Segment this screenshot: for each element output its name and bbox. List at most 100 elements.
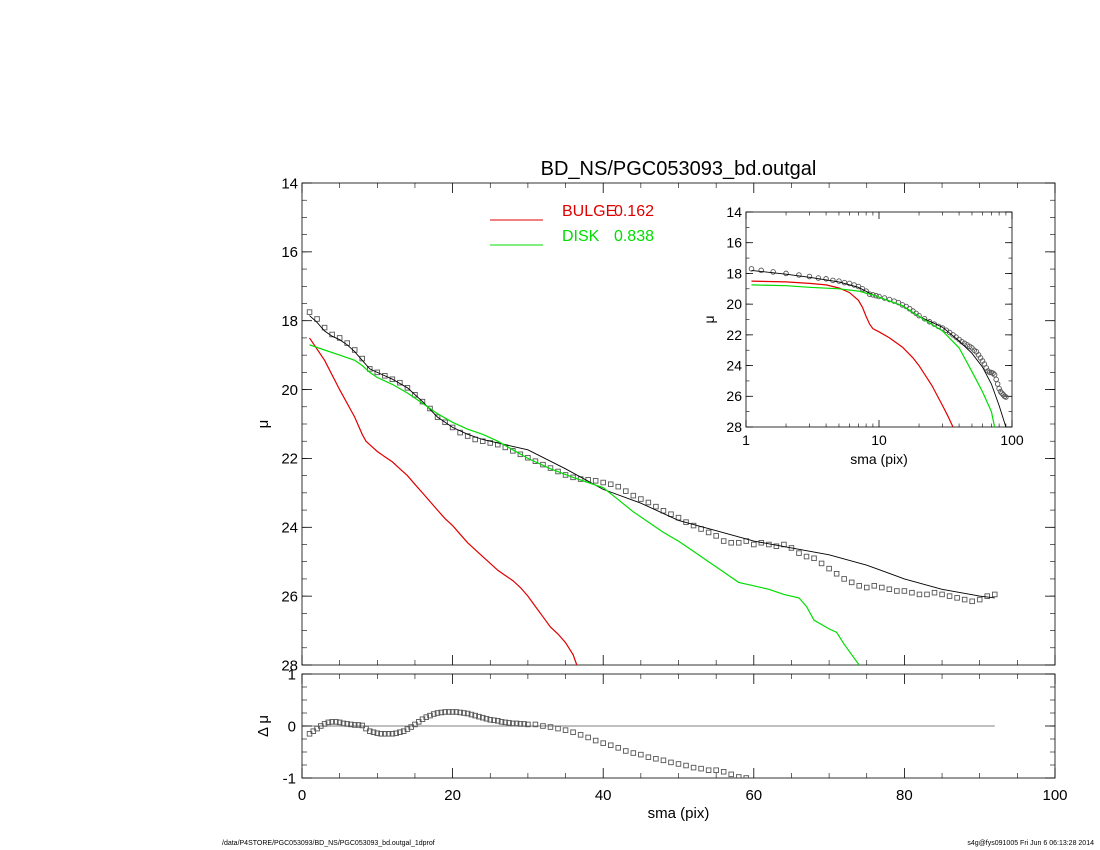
data-point xyxy=(321,324,328,331)
residual-point xyxy=(472,712,478,719)
residual-point xyxy=(355,722,362,728)
data-point xyxy=(886,296,893,303)
data-point xyxy=(909,589,915,596)
data-point xyxy=(997,388,1004,395)
residual-point xyxy=(427,712,433,719)
residual-point xyxy=(351,722,358,728)
residual-point xyxy=(521,721,527,727)
residual-point xyxy=(389,731,396,737)
data-point xyxy=(517,451,524,458)
residual-point xyxy=(382,731,388,737)
residual-point xyxy=(423,714,429,720)
data-point xyxy=(841,576,847,582)
data-point xyxy=(464,433,471,439)
residual-point xyxy=(720,769,727,775)
x-tick-label: 10 xyxy=(871,432,887,448)
x-axis-title: sma (pix) xyxy=(648,805,710,822)
y-tick-label: 28 xyxy=(281,657,298,674)
residual-point xyxy=(525,721,531,728)
data-point xyxy=(901,588,908,594)
data-point xyxy=(615,483,622,490)
data-point xyxy=(770,269,776,275)
data-point xyxy=(758,267,764,274)
residual-point xyxy=(510,720,516,727)
residual-point xyxy=(638,751,644,758)
residual-point xyxy=(468,711,475,718)
data-point xyxy=(382,373,388,379)
data-point xyxy=(783,270,789,277)
residual-point xyxy=(336,719,343,726)
residual-point xyxy=(367,728,373,734)
y-tick-label: 22 xyxy=(281,451,298,468)
y-tick-label: 18 xyxy=(281,313,298,330)
data-point xyxy=(939,591,945,598)
residual-point xyxy=(547,724,554,730)
residual-point xyxy=(491,717,497,724)
residual-point xyxy=(570,729,576,735)
data-point xyxy=(555,468,561,475)
data-point xyxy=(434,414,441,420)
data-point xyxy=(773,543,780,549)
data-point xyxy=(427,405,433,412)
data-point xyxy=(720,538,727,544)
data-point xyxy=(653,503,659,510)
data-point xyxy=(404,385,411,391)
chart-title: BD_NS/PGC053093_bd.outgal xyxy=(541,158,817,180)
x-tick-label: 100 xyxy=(1042,787,1067,804)
data-point xyxy=(996,385,1002,392)
residual-point xyxy=(592,737,599,744)
residual-point xyxy=(517,721,524,727)
data-point xyxy=(991,372,998,378)
residual-point xyxy=(442,709,448,715)
residual-point xyxy=(457,709,463,716)
data-point xyxy=(314,316,320,322)
data-point xyxy=(990,370,996,377)
x-tick-label: 100 xyxy=(1000,432,1024,448)
residual-series-group xyxy=(306,709,750,778)
residual-point xyxy=(431,711,437,717)
data-point xyxy=(487,440,494,446)
residual-point xyxy=(713,767,719,773)
y-tick-label: 20 xyxy=(281,382,298,399)
residual-point xyxy=(449,709,456,715)
residual-point xyxy=(607,742,614,748)
data-point xyxy=(806,273,813,280)
residual-point xyxy=(393,730,399,737)
residual-point xyxy=(630,750,637,756)
data-point xyxy=(449,424,456,431)
data-point xyxy=(826,565,832,572)
residual-point xyxy=(690,764,697,771)
data-point xyxy=(895,299,902,306)
data-point xyxy=(796,272,802,278)
data-point xyxy=(479,438,486,444)
y-tick-label: 26 xyxy=(281,588,298,605)
residual-point xyxy=(585,734,591,741)
data-point xyxy=(992,591,998,598)
inset-series-group xyxy=(748,266,1009,427)
data-point xyxy=(751,541,757,548)
data-point xyxy=(811,555,817,562)
residual-point xyxy=(378,731,384,737)
data-point xyxy=(748,266,755,272)
residual-point xyxy=(540,723,546,729)
residual-point xyxy=(374,730,381,737)
y-tick-label: 20 xyxy=(726,296,742,312)
residual-point xyxy=(385,731,392,737)
main-series-group xyxy=(306,309,998,665)
data-point xyxy=(916,591,923,598)
data-point xyxy=(864,584,870,591)
data-point xyxy=(803,553,810,560)
residual-point xyxy=(600,740,606,746)
data-point xyxy=(833,571,840,577)
residual-point xyxy=(325,719,332,726)
residual-point xyxy=(623,748,629,754)
residual-point xyxy=(683,762,689,769)
residual-point xyxy=(344,721,350,727)
data-point xyxy=(969,598,975,605)
residual-point xyxy=(333,719,339,725)
residual-point xyxy=(487,717,494,723)
data-point xyxy=(1003,394,1009,400)
data-point xyxy=(367,366,373,372)
data-point xyxy=(412,391,418,398)
residual-point xyxy=(577,732,584,738)
